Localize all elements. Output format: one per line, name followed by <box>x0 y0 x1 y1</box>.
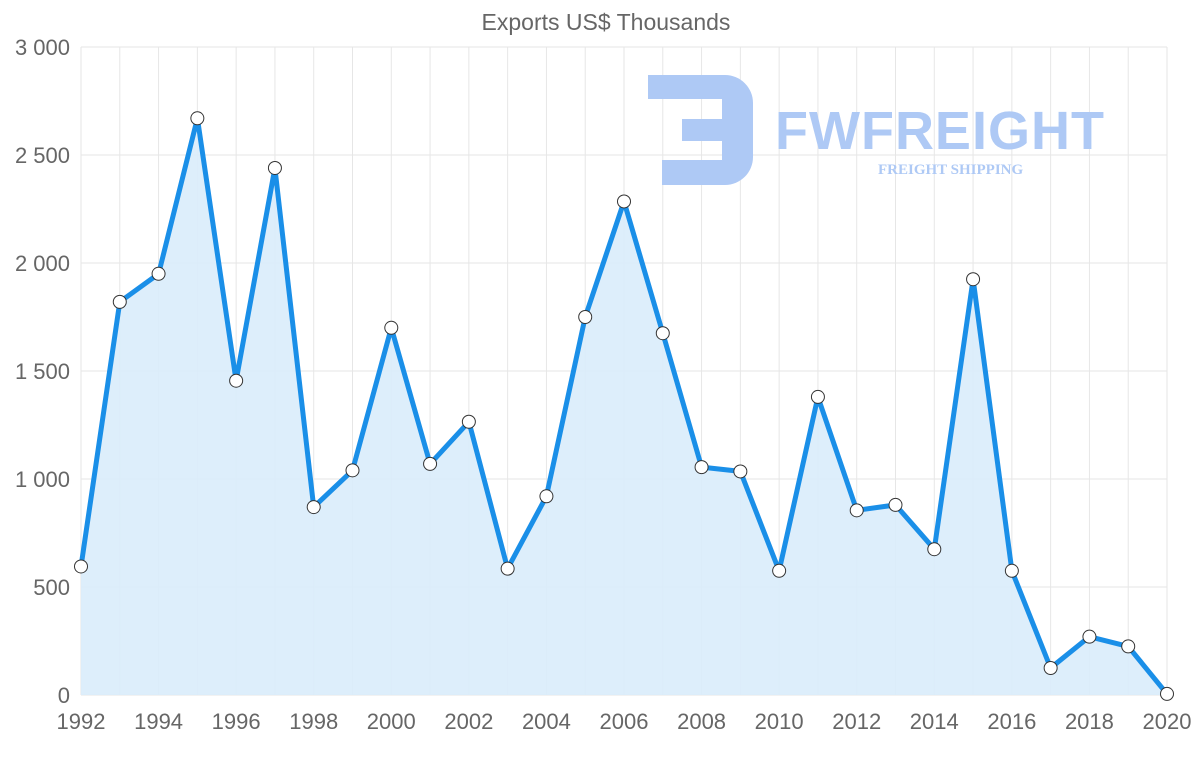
y-axis-ticks: 0 500 1 000 1 500 2 000 2 500 3 000 <box>15 35 70 708</box>
data-point <box>966 272 981 287</box>
watermark-brand: FWFREIGHT <box>775 101 1105 161</box>
data-point <box>1121 639 1136 654</box>
data-point <box>151 266 166 281</box>
data-point <box>733 464 748 479</box>
data-point <box>1004 563 1019 578</box>
y-tick-label: 1 500 <box>15 359 70 384</box>
x-tick-label: 2014 <box>910 709 959 734</box>
data-point <box>461 414 476 429</box>
y-tick-label: 3 000 <box>15 35 70 60</box>
y-tick-label: 500 <box>33 575 70 600</box>
data-point <box>1043 661 1058 675</box>
x-tick-label: 1994 <box>134 709 183 734</box>
data-point <box>617 194 631 209</box>
data-point <box>229 373 244 388</box>
x-tick-label: 2010 <box>755 709 804 734</box>
data-point <box>888 497 903 512</box>
data-point <box>267 160 282 175</box>
fwfreight-logo-icon <box>648 75 753 185</box>
data-point <box>578 310 593 324</box>
x-tick-label: 2020 <box>1143 709 1192 734</box>
x-tick-label: 2018 <box>1065 709 1114 734</box>
data-point <box>694 460 709 475</box>
x-tick-label: 2006 <box>600 709 649 734</box>
x-tick-label: 1992 <box>57 709 106 734</box>
data-point <box>810 389 825 404</box>
x-tick-label: 2000 <box>367 709 416 734</box>
x-tick-label: 1998 <box>289 709 338 734</box>
data-point <box>345 463 360 478</box>
data-point <box>384 320 399 335</box>
data-point <box>190 111 205 126</box>
series-area-fill <box>81 118 1167 696</box>
data-point <box>1082 629 1097 644</box>
data-point <box>74 559 88 574</box>
data-point <box>849 503 864 518</box>
y-tick-label: 1 000 <box>15 467 70 492</box>
data-point <box>1160 686 1174 701</box>
data-point <box>112 294 127 309</box>
x-tick-label: 2008 <box>677 709 726 734</box>
data-point <box>655 326 670 341</box>
chart-title: Exports US$ Thousands <box>482 9 731 35</box>
x-tick-label: 1996 <box>212 709 261 734</box>
data-point <box>500 561 515 576</box>
y-tick-label: 2 500 <box>15 143 70 168</box>
data-point <box>927 542 942 557</box>
watermark-tagline: FREIGHT SHIPPING <box>878 162 1023 178</box>
y-tick-label: 0 <box>58 683 70 708</box>
watermark: FWFREIGHT FREIGHT SHIPPING <box>648 75 1105 185</box>
data-point <box>423 456 438 471</box>
data-point <box>306 500 321 515</box>
x-tick-label: 2002 <box>444 709 493 734</box>
data-point <box>772 563 787 578</box>
data-points <box>74 111 1174 701</box>
x-tick-label: 2012 <box>832 709 881 734</box>
data-point <box>539 489 554 504</box>
y-tick-label: 2 000 <box>15 251 70 276</box>
x-axis-ticks: 1992 1994 1996 1998 2000 2002 2004 2006 2008 2010… <box>57 709 1192 734</box>
x-tick-label: 2016 <box>987 709 1036 734</box>
x-tick-label: 2004 <box>522 709 571 734</box>
